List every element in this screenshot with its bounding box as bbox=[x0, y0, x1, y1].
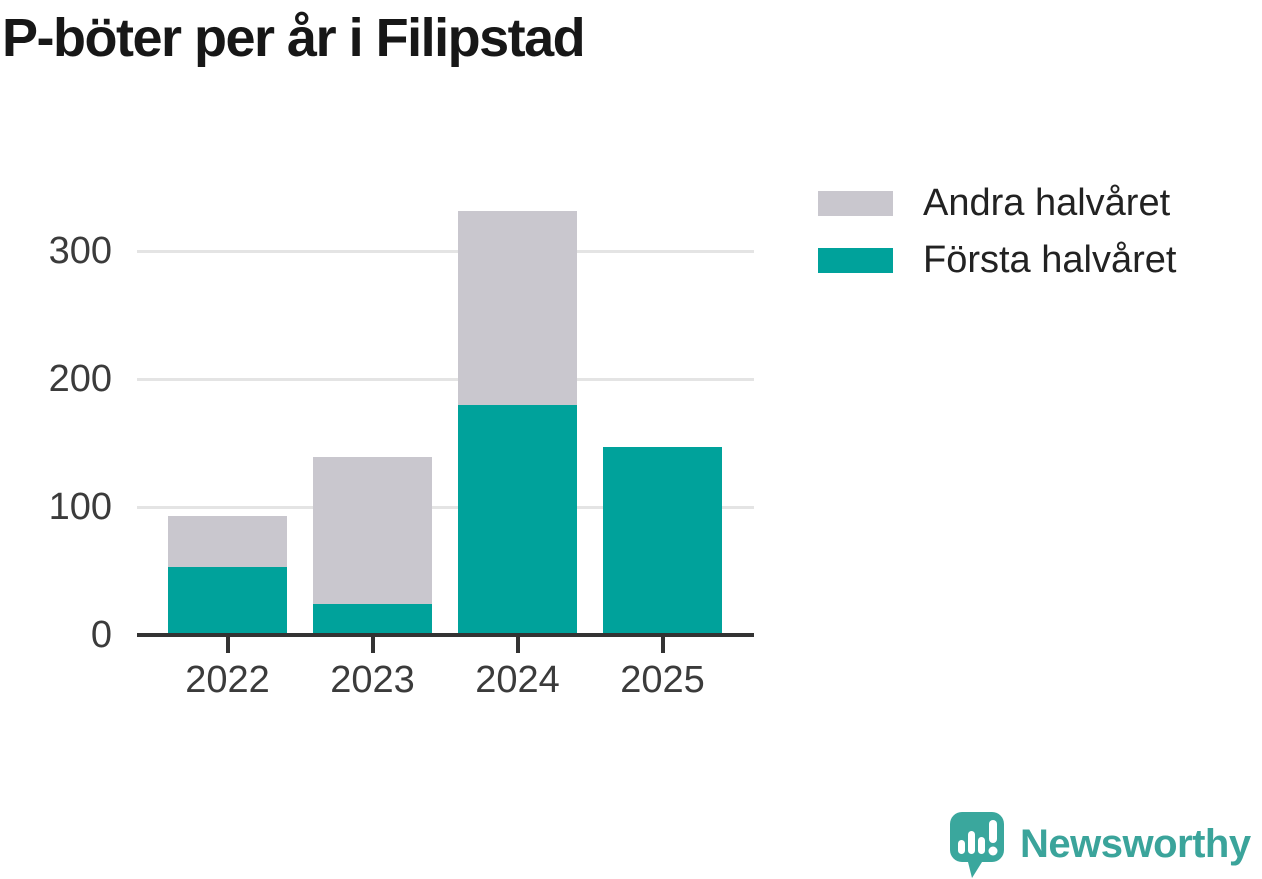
x-axis-tick bbox=[370, 637, 375, 653]
legend-item: Andra halvåret bbox=[818, 182, 1176, 224]
y-axis-label: 0 bbox=[90, 614, 112, 656]
bar-segment-2023 bbox=[313, 457, 432, 605]
x-axis-tick bbox=[660, 637, 665, 653]
legend-swatch bbox=[818, 247, 893, 273]
x-axis-label: 2022 bbox=[185, 659, 270, 701]
bar-segment-2023 bbox=[313, 604, 432, 635]
branding: Newsworthy bbox=[948, 810, 1251, 878]
x-axis-label: 2023 bbox=[330, 659, 415, 701]
legend-swatch bbox=[818, 190, 893, 216]
gridline bbox=[137, 377, 754, 381]
gridline bbox=[137, 505, 754, 509]
y-axis-label: 300 bbox=[48, 230, 112, 272]
bar-segment-2024 bbox=[458, 211, 577, 405]
chart-title: P-böter per år i Filipstad bbox=[2, 8, 586, 68]
x-axis-tick bbox=[515, 637, 520, 653]
bar-segment-2024 bbox=[458, 404, 577, 635]
bar-segment-2025 bbox=[603, 446, 722, 635]
legend-label: Första halvåret bbox=[923, 239, 1177, 281]
newsworthy-wordmark: Newsworthy bbox=[1020, 821, 1251, 866]
gridline bbox=[137, 249, 754, 253]
x-axis-line bbox=[137, 633, 754, 637]
legend-item: Första halvåret bbox=[818, 239, 1177, 281]
x-axis-label: 2025 bbox=[620, 659, 705, 701]
bar-segment-2022 bbox=[168, 567, 287, 635]
x-axis-tick bbox=[225, 637, 230, 653]
x-axis-label: 2024 bbox=[475, 659, 560, 701]
legend: Andra halvåret Första halvåret bbox=[818, 182, 1177, 300]
y-axis-label: 200 bbox=[48, 358, 112, 400]
y-axis-label: 100 bbox=[48, 486, 112, 528]
bar-segment-2022 bbox=[168, 515, 287, 568]
legend-label: Andra halvåret bbox=[923, 182, 1171, 224]
newsworthy-logo-icon bbox=[950, 812, 1004, 878]
